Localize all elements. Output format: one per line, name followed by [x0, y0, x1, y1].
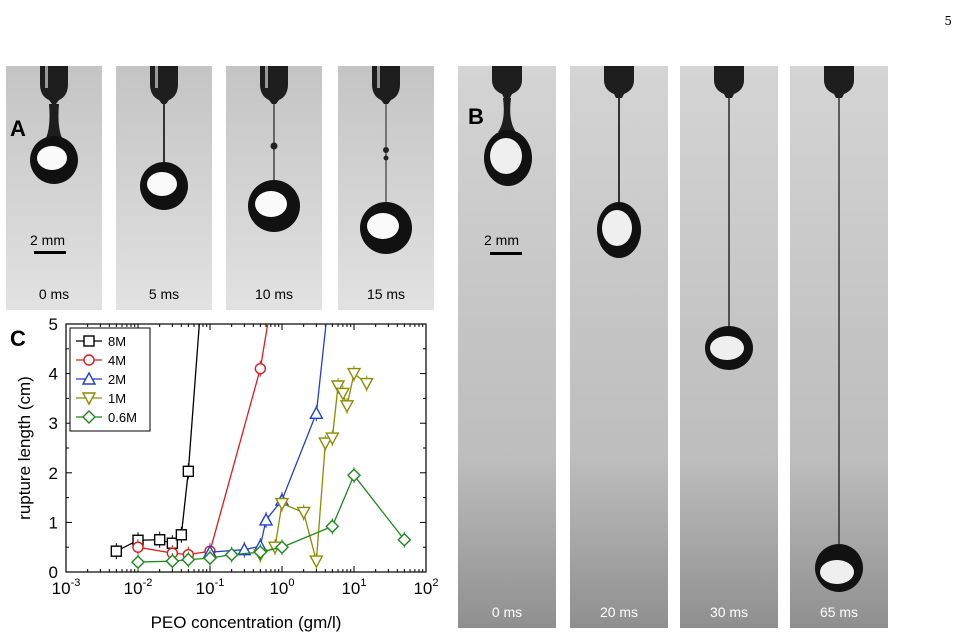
- legend-marker: [81, 371, 97, 385]
- y-tick-label: 3: [49, 414, 58, 433]
- series-0.6M: [131, 467, 412, 571]
- data-point: [347, 468, 361, 483]
- time-label: 0 ms: [491, 604, 523, 620]
- series-line: [137, 324, 269, 556]
- data-point: [165, 554, 180, 569]
- time-label: 5 ms: [148, 286, 180, 302]
- data-point: [397, 532, 412, 547]
- frame-a-4: 15 ms: [338, 66, 434, 310]
- scale-bar: [34, 251, 66, 254]
- legend-label: 0.6M: [108, 410, 137, 425]
- data-point: [253, 545, 268, 560]
- data-point: [110, 545, 123, 557]
- y-tick-label: 5: [49, 318, 58, 334]
- panel-letter: B: [468, 104, 484, 129]
- frame-a-1: A 2 mm 0 ms: [6, 66, 102, 310]
- data-point: [153, 534, 166, 546]
- series-line: [137, 474, 405, 563]
- panel-letter: A: [10, 116, 26, 141]
- legend-marker: [81, 392, 97, 406]
- x-tick-label: 10-2: [124, 577, 153, 598]
- data-point: [335, 387, 351, 401]
- scale-bar: [490, 252, 522, 255]
- data-point: [203, 551, 217, 566]
- data-point: [224, 547, 239, 562]
- y-tick-label: 0: [49, 563, 58, 582]
- data-point: [325, 432, 340, 446]
- pendant-drop-image: [6, 66, 102, 310]
- pendant-drop-image: [570, 66, 668, 628]
- y-axis-label: rupture length (cm): [15, 376, 34, 520]
- data-point: [258, 512, 274, 526]
- plot-area: [110, 324, 412, 571]
- x-tick-label: 102: [413, 577, 438, 598]
- data-point: [254, 362, 267, 375]
- scale-bar-label: 2 mm: [30, 232, 65, 248]
- frame-a-3: 10 ms: [226, 66, 322, 310]
- x-tick-label: 10-3: [52, 577, 81, 598]
- time-label: 30 ms: [709, 604, 749, 620]
- y-tick-label: 1: [49, 513, 58, 532]
- panel-letter: C: [10, 326, 26, 351]
- pendant-drop-image: [458, 66, 556, 628]
- data-point: [237, 542, 252, 556]
- frame-a-2: 5 ms: [116, 66, 212, 310]
- data-point: [325, 519, 340, 534]
- frame-b-4: 65 ms: [790, 66, 888, 628]
- page-number: 5: [944, 14, 952, 28]
- pendant-drop-image: [680, 66, 778, 628]
- y-tick-label: 2: [49, 464, 58, 483]
- data-point: [275, 540, 289, 555]
- legend: 8M 4M 2M 1M 0.6M: [69, 327, 151, 432]
- data-point: [182, 465, 195, 478]
- pendant-drop-image: [226, 66, 322, 310]
- data-point: [132, 541, 144, 553]
- rupture-length-chart: 0 1 2 3 4 5 10-3 10-2 10-1 100 101 102 PEO concentra…: [15, 318, 439, 632]
- pendant-drop-image: [116, 66, 212, 310]
- data-point: [309, 555, 324, 569]
- data-point: [318, 437, 333, 451]
- legend-label: 2M: [108, 372, 126, 387]
- legend-label: 4M: [108, 353, 126, 368]
- legend-label: 8M: [108, 334, 126, 349]
- data-point: [330, 380, 346, 394]
- time-label: 0 ms: [38, 286, 70, 302]
- pendant-drop-image: [338, 66, 434, 310]
- data-point: [296, 506, 311, 520]
- series-2M: [202, 324, 327, 561]
- y-tick-label: 4: [49, 365, 58, 384]
- time-label: 65 ms: [819, 604, 859, 620]
- data-point: [175, 529, 188, 541]
- time-label: 10 ms: [254, 286, 294, 302]
- data-point: [274, 497, 290, 512]
- series-line: [209, 324, 327, 553]
- data-point: [131, 555, 145, 570]
- legend-marker: [83, 354, 95, 366]
- x-tick-label: 100: [269, 577, 294, 598]
- time-label: 15 ms: [366, 286, 406, 302]
- frame-b-1: B 2 mm 0 ms: [458, 66, 556, 628]
- data-point: [346, 367, 362, 382]
- legend-marker: [83, 335, 95, 347]
- series-4M: [132, 324, 269, 563]
- data-point: [181, 552, 196, 567]
- data-point: [339, 400, 355, 414]
- pendant-drop-image: [790, 66, 888, 628]
- x-tick-label: 101: [341, 577, 366, 598]
- x-axis-label: PEO concentration (gm/l): [151, 613, 342, 632]
- time-label: 20 ms: [599, 604, 639, 620]
- data-point: [359, 377, 374, 391]
- frame-b-3: 30 ms: [680, 66, 778, 628]
- legend-label: 1M: [108, 391, 126, 406]
- data-point: [309, 405, 324, 419]
- scale-bar-label: 2 mm: [484, 232, 519, 248]
- legend-marker: [82, 410, 96, 424]
- series-1M: [253, 365, 374, 570]
- frame-b-2: 20 ms: [570, 66, 668, 628]
- x-tick-label: 10-1: [196, 577, 225, 598]
